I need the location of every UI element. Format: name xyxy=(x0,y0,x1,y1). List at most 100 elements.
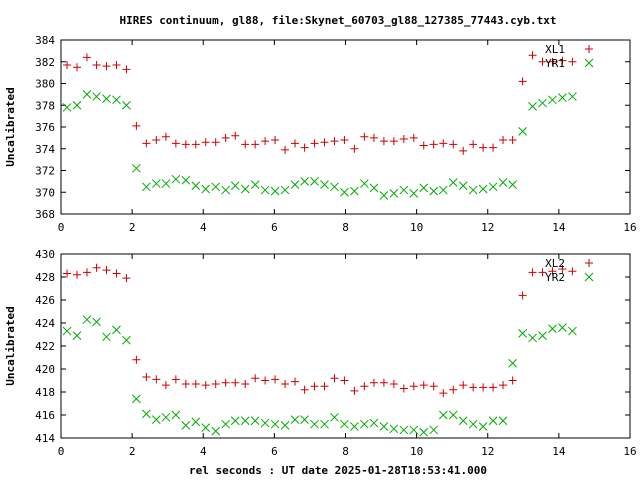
data-point xyxy=(310,382,319,391)
y-tick-label: 416 xyxy=(35,409,55,422)
data-point xyxy=(132,121,141,130)
data-point xyxy=(82,315,92,324)
legend-label: YR2 xyxy=(545,271,565,284)
y-tick-label: 414 xyxy=(35,432,55,445)
data-point xyxy=(538,268,547,277)
data-point xyxy=(389,379,398,388)
data-point xyxy=(528,268,537,277)
data-point xyxy=(439,389,448,398)
data-point xyxy=(419,427,429,437)
data-point xyxy=(448,178,458,187)
data-point xyxy=(468,185,478,195)
data-point xyxy=(449,140,458,149)
upper-plot-panel: 0 2 4 6 8 10 12 14 16 368 370 372 374 376 378 380 382 384… xyxy=(4,34,637,234)
data-point xyxy=(161,132,170,141)
data-point xyxy=(429,425,439,435)
data-point xyxy=(241,140,250,149)
y-tick-label: 372 xyxy=(35,165,55,178)
x-tick-label: 12 xyxy=(481,221,494,234)
data-point xyxy=(62,103,72,112)
data-point xyxy=(429,140,438,149)
data-point xyxy=(359,419,369,429)
y-tick-label: 420 xyxy=(35,363,55,376)
data-point xyxy=(548,95,557,105)
data-point xyxy=(568,267,577,276)
data-point xyxy=(340,136,349,145)
y-tick-label: 368 xyxy=(35,208,55,221)
legend-label: YR1 xyxy=(545,57,565,70)
data-point xyxy=(518,77,527,86)
data-point xyxy=(300,385,309,394)
data-point xyxy=(231,378,240,387)
data-point xyxy=(92,263,101,272)
data-point xyxy=(211,138,220,147)
data-point xyxy=(92,61,101,70)
data-point xyxy=(458,181,468,191)
legend-marker xyxy=(584,272,594,282)
data-point xyxy=(558,264,567,273)
data-point xyxy=(271,136,280,145)
chart-title: HIRES continuum, gl88, file:Skynet_60703… xyxy=(119,14,556,27)
data-point xyxy=(399,134,408,143)
data-point xyxy=(221,185,231,195)
data-point xyxy=(122,335,131,345)
data-point xyxy=(122,274,131,283)
data-point xyxy=(469,383,478,392)
y-tick-label: 382 xyxy=(35,56,55,69)
series-yr1 xyxy=(62,90,577,200)
y-tick-label: 422 xyxy=(35,340,55,353)
data-point xyxy=(240,184,250,194)
lower-plot-panel: 0 2 4 6 8 10 12 14 16 414 416 418 420 422 424 426 428 430… xyxy=(4,248,637,458)
data-point xyxy=(320,138,329,147)
data-point xyxy=(369,418,379,428)
data-point xyxy=(379,191,389,200)
data-point xyxy=(211,426,221,436)
data-point xyxy=(350,422,359,431)
data-point xyxy=(399,185,409,195)
data-point xyxy=(151,415,161,424)
data-point xyxy=(181,175,191,185)
data-point xyxy=(191,140,200,149)
data-point xyxy=(479,143,488,152)
data-point xyxy=(409,188,419,198)
data-point xyxy=(468,419,478,429)
data-point xyxy=(518,291,527,300)
data-point xyxy=(270,419,280,429)
data-point xyxy=(568,92,577,101)
x-tick-label: 10 xyxy=(410,445,423,458)
data-point xyxy=(538,57,547,66)
data-point xyxy=(211,182,221,192)
data-point xyxy=(82,90,92,99)
data-point xyxy=(518,328,527,338)
data-point xyxy=(320,419,329,429)
data-point xyxy=(230,181,240,191)
data-point xyxy=(469,140,478,149)
data-point xyxy=(528,51,537,60)
data-point xyxy=(73,63,82,72)
data-point xyxy=(161,179,171,188)
data-point xyxy=(419,141,428,150)
data-point xyxy=(152,136,161,145)
data-point xyxy=(240,416,250,426)
data-point xyxy=(102,332,111,342)
data-point xyxy=(369,133,378,142)
data-point xyxy=(280,420,290,430)
x-tick-label: 16 xyxy=(623,445,636,458)
data-point xyxy=(489,383,498,392)
data-point xyxy=(568,57,577,66)
x-tick-label: 14 xyxy=(552,221,566,234)
data-point xyxy=(459,146,468,155)
data-point xyxy=(122,100,131,110)
data-point xyxy=(161,412,171,422)
data-point xyxy=(191,181,201,191)
data-point xyxy=(251,374,260,383)
data-point xyxy=(489,143,498,152)
data-point xyxy=(399,384,408,393)
data-point xyxy=(191,379,200,388)
data-point xyxy=(508,180,517,189)
data-point xyxy=(360,382,369,391)
data-point xyxy=(171,174,181,184)
legend-label: XL2 xyxy=(545,257,565,270)
data-point xyxy=(320,180,329,189)
data-point xyxy=(102,94,111,104)
